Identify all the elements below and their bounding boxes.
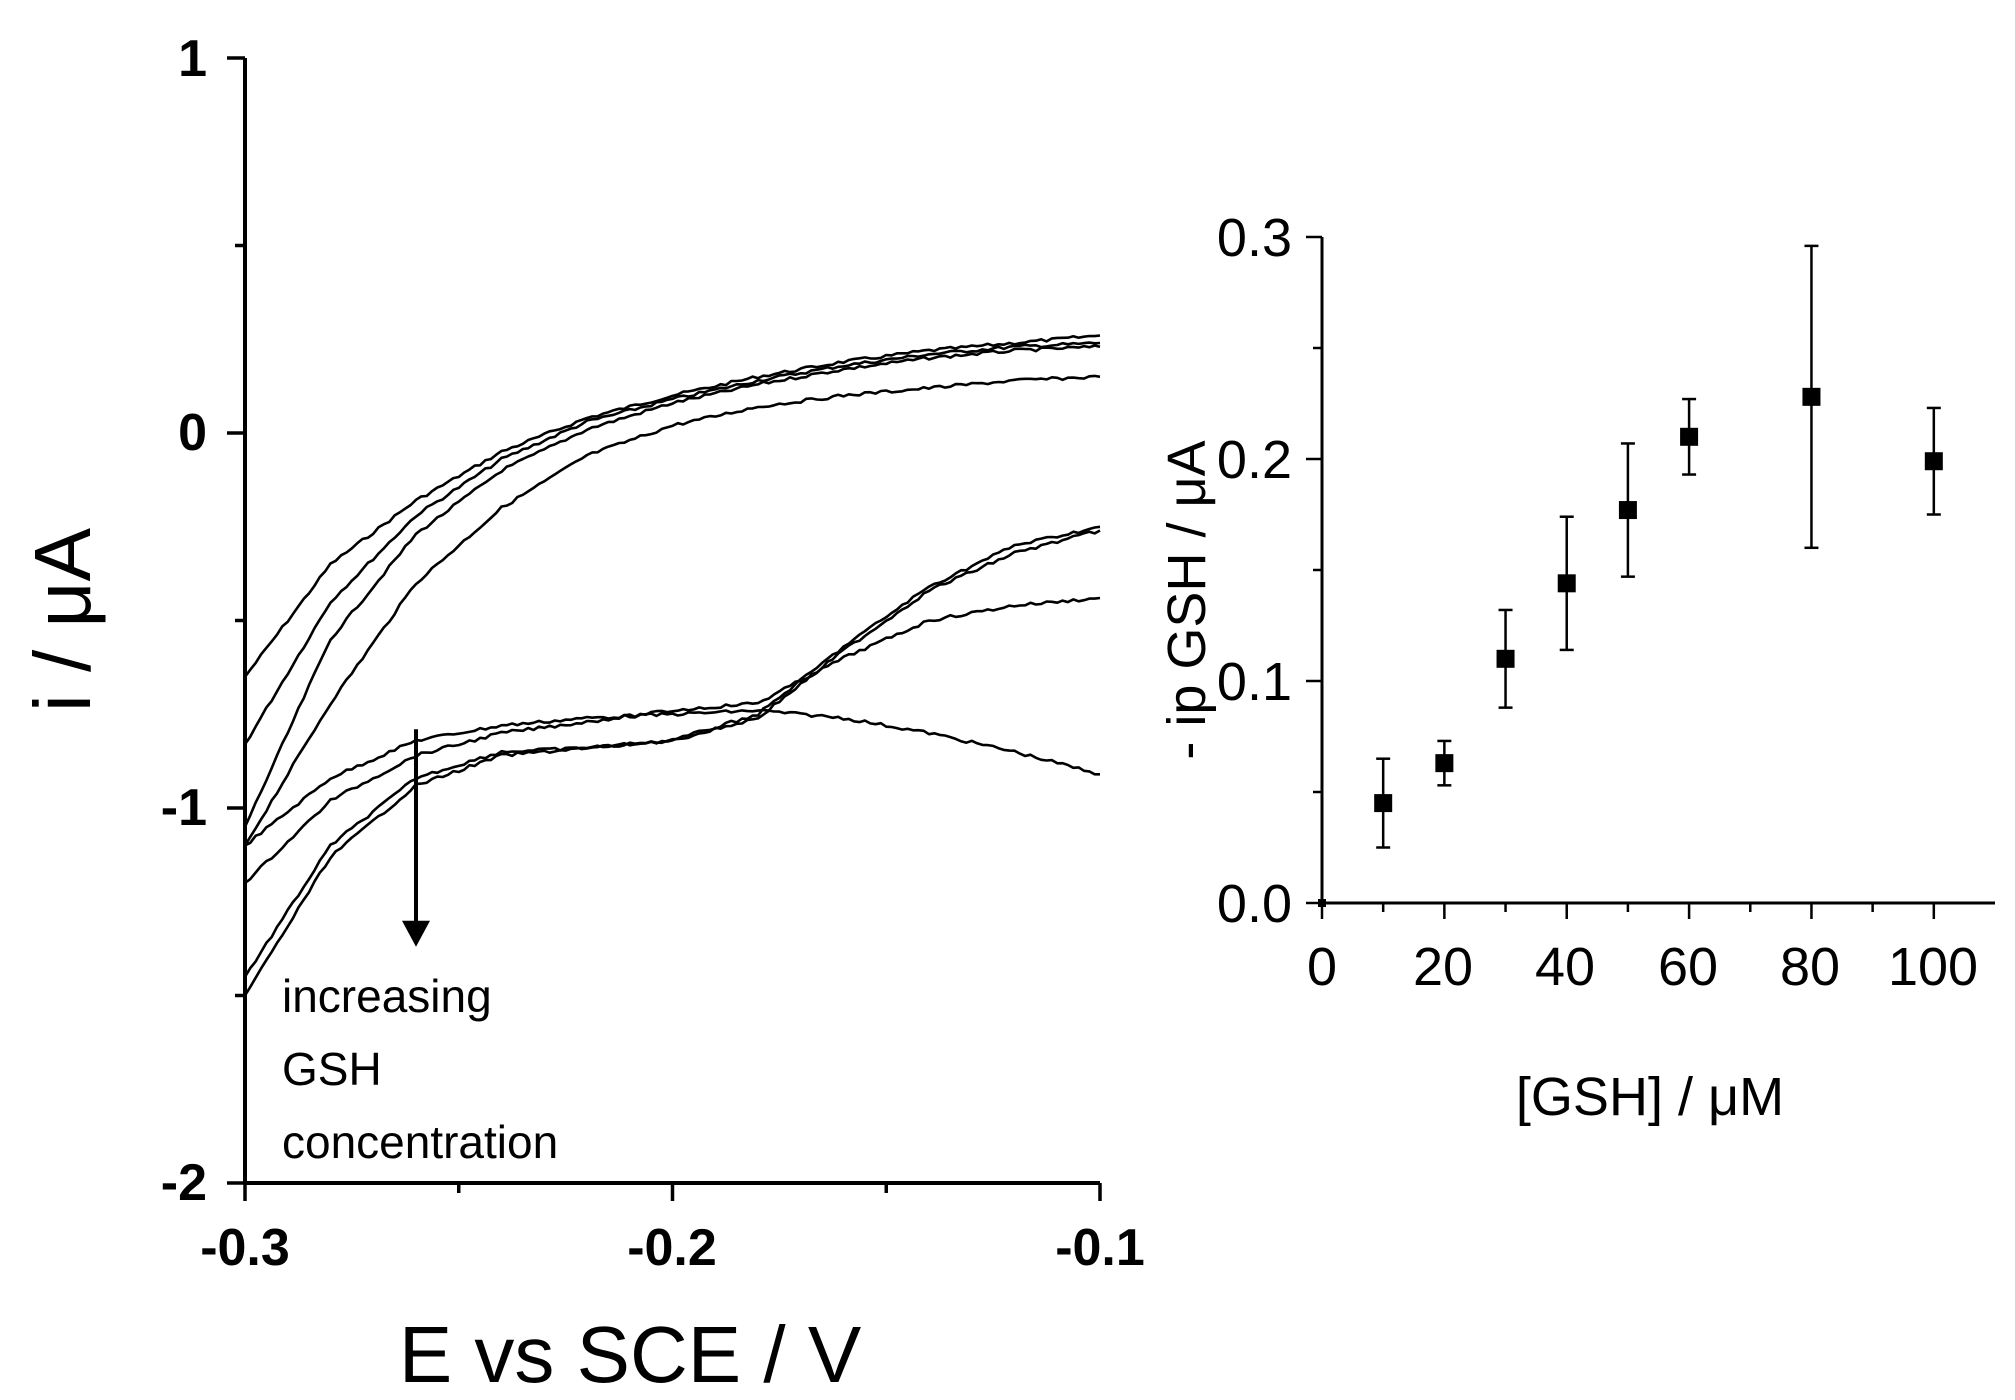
- trace-cathodic-2: [244, 596, 1101, 885]
- voltammogram-chart: -2 -1 0 1 -0.3 -0.2 -0.1 E vs SCE / V i …: [18, 30, 1145, 1399]
- right-x-tick-label: 60: [1658, 937, 1718, 997]
- left-y-tick-label: -2: [161, 1154, 207, 1212]
- left-y-tick-label: -1: [161, 779, 207, 837]
- left-y-tick-label: 0: [178, 404, 207, 462]
- data-point: [1557, 574, 1576, 593]
- increasing-concentration-arrow: [402, 729, 430, 947]
- trace-anodic-3: [243, 344, 1101, 828]
- right-y-tick-label: 0.2: [1217, 430, 1292, 490]
- data-point: [1435, 754, 1454, 773]
- right-x-axis-title: [GSH] / μM: [1516, 1067, 1784, 1127]
- right-x-tick-label: 100: [1888, 937, 1978, 997]
- data-point: [1618, 501, 1637, 520]
- left-y-tick-label: 1: [178, 30, 207, 88]
- annotation-line-1: increasing: [282, 970, 492, 1022]
- trace-cathodic-1: [244, 708, 1100, 847]
- data-point: [1374, 794, 1393, 813]
- right-x-tick-label: 80: [1780, 937, 1840, 997]
- calibration-points: [1318, 244, 1943, 907]
- left-x-tick-label: -0.2: [627, 1219, 717, 1277]
- data-point: [1924, 452, 1943, 471]
- calibration-chart: 0.0 0.1 0.2 0.3 0 20 40 60 80 100 [GSH] …: [1157, 208, 1995, 1127]
- right-x-tick-label: 20: [1413, 937, 1473, 997]
- left-x-tick-label: -0.1: [1055, 1219, 1145, 1277]
- right-y-tick-label: 0.3: [1217, 208, 1292, 268]
- right-x-tick-label: 0: [1307, 937, 1337, 997]
- left-x-axis-title: E vs SCE / V: [399, 1310, 862, 1399]
- left-y-axis-title: i / μA: [18, 527, 107, 712]
- right-x-tick-label: 40: [1535, 937, 1595, 997]
- left-x-tick-label: -0.3: [200, 1219, 290, 1277]
- data-point: [1802, 387, 1821, 406]
- trace-anodic-4: [243, 374, 1101, 847]
- right-y-tick-label: 0.0: [1217, 874, 1292, 934]
- data-point: [1680, 427, 1699, 446]
- data-point: [1318, 899, 1326, 907]
- annotation-line-3: concentration: [282, 1116, 558, 1168]
- trace-anodic-2: [243, 341, 1101, 746]
- data-point: [1496, 649, 1515, 668]
- arrow-head-icon: [402, 920, 430, 947]
- trace-cathodic-4: [243, 525, 1101, 997]
- left-axis-ticks: [227, 56, 1102, 1201]
- trace-anodic-1: [243, 334, 1101, 678]
- right-y-axis-title: - ip GSH / μA: [1157, 440, 1217, 759]
- voltammogram-traces: [243, 334, 1101, 997]
- annotation-line-2: GSH: [282, 1043, 382, 1095]
- right-y-tick-label: 0.1: [1217, 652, 1292, 712]
- trace-cathodic-3: [243, 529, 1101, 978]
- right-axis-ticks: [1306, 235, 1936, 919]
